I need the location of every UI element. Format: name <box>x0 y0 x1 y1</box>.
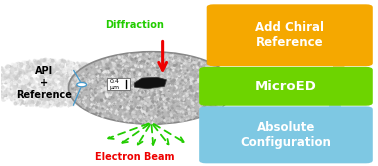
Text: 0.4
μm: 0.4 μm <box>110 79 120 90</box>
Text: API
+
Reference: API + Reference <box>16 66 72 100</box>
Text: MicroED: MicroED <box>255 80 317 93</box>
Polygon shape <box>135 77 166 89</box>
Text: Add Chiral
Reference: Add Chiral Reference <box>255 21 324 49</box>
Text: Diffraction: Diffraction <box>105 20 164 30</box>
Text: Absolute
Configuration: Absolute Configuration <box>240 121 332 149</box>
FancyBboxPatch shape <box>107 78 130 90</box>
FancyBboxPatch shape <box>207 4 373 66</box>
Circle shape <box>77 83 87 87</box>
Circle shape <box>68 52 234 124</box>
Text: Electron Beam: Electron Beam <box>94 152 174 162</box>
FancyBboxPatch shape <box>199 67 373 106</box>
FancyBboxPatch shape <box>199 106 373 163</box>
